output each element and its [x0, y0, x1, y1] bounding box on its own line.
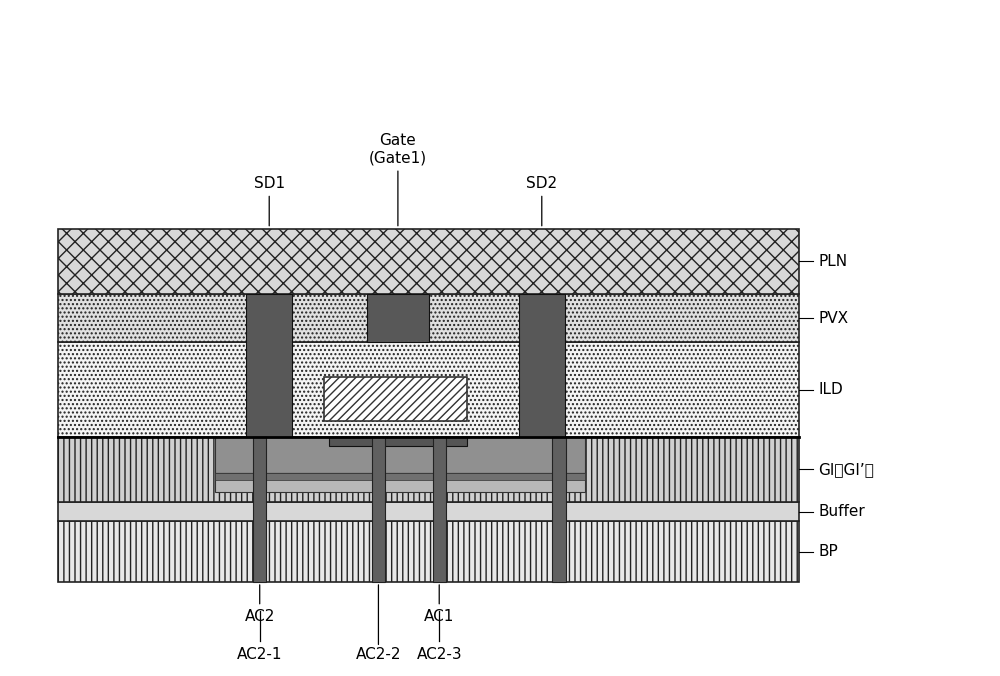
Text: AC2-1: AC2-1: [237, 647, 282, 662]
Bar: [215, 437, 585, 473]
Bar: [324, 377, 467, 421]
Bar: [253, 437, 266, 582]
Bar: [58, 502, 799, 521]
Text: ILD: ILD: [818, 382, 843, 397]
Text: AC1: AC1: [424, 585, 454, 625]
Bar: [58, 521, 799, 582]
Text: PVX: PVX: [818, 310, 848, 326]
Bar: [58, 228, 799, 294]
Text: PLN: PLN: [818, 254, 847, 269]
Bar: [215, 473, 585, 491]
Bar: [58, 294, 799, 342]
Text: AC2: AC2: [245, 585, 275, 625]
Bar: [372, 437, 385, 582]
Bar: [519, 294, 565, 437]
Text: Gate
(Gate1): Gate (Gate1): [369, 133, 427, 226]
Bar: [58, 342, 799, 437]
Bar: [433, 437, 446, 582]
Text: SD2: SD2: [526, 176, 557, 226]
Bar: [367, 294, 429, 342]
Text: GI（GI’）: GI（GI’）: [818, 462, 874, 477]
Bar: [246, 294, 292, 437]
Text: AC2-3: AC2-3: [416, 647, 462, 662]
Bar: [552, 437, 566, 582]
Text: SD1: SD1: [254, 176, 285, 226]
Bar: [329, 437, 467, 446]
Bar: [215, 473, 585, 480]
Bar: [58, 437, 799, 502]
Text: BP: BP: [818, 544, 838, 559]
Text: Buffer: Buffer: [818, 504, 865, 519]
Text: AC2-2: AC2-2: [356, 647, 401, 662]
